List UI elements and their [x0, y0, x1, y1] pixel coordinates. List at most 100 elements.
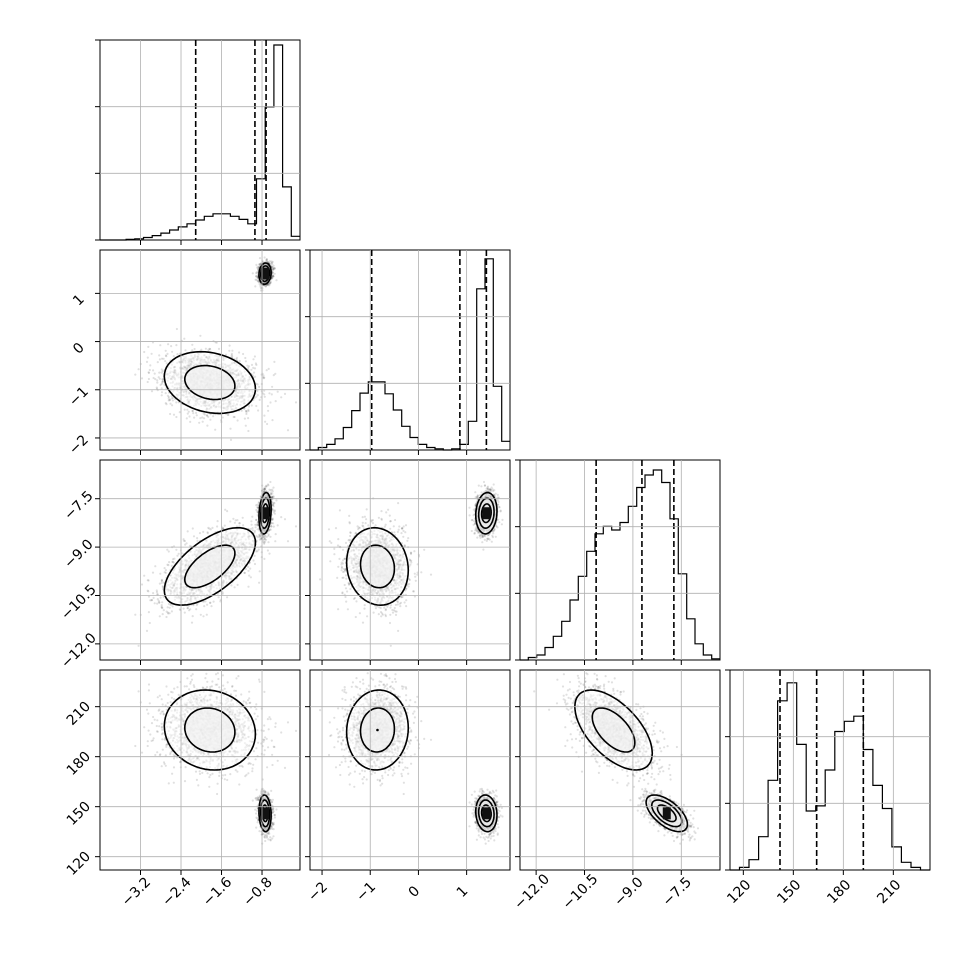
sample-point	[188, 415, 191, 418]
sample-point	[256, 270, 259, 273]
sample-point	[176, 554, 179, 557]
sample-point	[258, 263, 261, 266]
sample-point	[216, 520, 219, 523]
sample-point	[156, 602, 159, 605]
sample-point	[250, 520, 253, 523]
sample-point	[265, 369, 268, 372]
sample-point	[164, 354, 167, 357]
sample-point	[264, 420, 267, 423]
sample-point	[163, 567, 166, 570]
sample-point	[169, 398, 172, 401]
sample-point	[184, 349, 187, 352]
sample-point	[183, 408, 186, 411]
sample-point	[272, 266, 275, 270]
sample-point	[143, 574, 146, 577]
sample-point	[271, 263, 274, 266]
sample-point	[238, 359, 241, 363]
sample-point	[202, 600, 205, 603]
sample-point	[264, 285, 267, 288]
sample-point	[137, 368, 140, 371]
sample-point	[269, 280, 272, 283]
sample-point	[269, 281, 272, 284]
sample-point	[216, 525, 219, 528]
sample-point	[247, 409, 250, 413]
sample-point	[170, 564, 173, 568]
sample-point	[272, 268, 275, 271]
sample-point	[268, 392, 271, 395]
sample-point	[256, 524, 259, 527]
sample-point	[191, 409, 194, 412]
sample-point	[199, 417, 202, 420]
sample-point	[263, 557, 266, 561]
sample-point	[212, 600, 215, 603]
sample-point	[258, 263, 261, 266]
sample-point	[242, 352, 245, 356]
sample-point	[245, 412, 248, 416]
sample-point	[172, 413, 176, 416]
sample-point	[272, 275, 275, 278]
sample-point	[268, 488, 271, 491]
sample-point	[270, 260, 273, 263]
sample-point	[268, 528, 271, 531]
sample-point	[183, 539, 187, 543]
sample-point	[203, 605, 206, 608]
sample-point	[195, 414, 198, 417]
sample-point	[160, 357, 164, 360]
sample-point	[160, 605, 163, 608]
sample-point	[255, 404, 258, 408]
sample-point	[268, 260, 271, 263]
sample-point	[191, 343, 194, 346]
sample-point	[258, 538, 262, 541]
density-peak	[261, 267, 270, 280]
sample-point	[272, 374, 275, 377]
sample-point	[161, 380, 164, 383]
sample-point	[268, 529, 271, 532]
sample-point	[166, 394, 169, 397]
sample-point	[145, 629, 149, 633]
sample-point	[171, 404, 174, 407]
sample-point	[286, 429, 290, 432]
sample-point	[250, 523, 253, 526]
sample-point	[200, 348, 203, 351]
sample-point	[186, 530, 189, 533]
sample-point	[274, 533, 277, 536]
sample-point	[167, 343, 170, 346]
sample-point	[271, 275, 275, 278]
sample-point	[230, 352, 233, 355]
sample-point	[247, 429, 250, 433]
sample-point	[272, 275, 275, 278]
sample-point	[252, 366, 255, 369]
sample-point	[236, 583, 239, 587]
sample-point	[182, 538, 185, 541]
sample-point	[147, 377, 150, 381]
sample-point	[164, 402, 167, 405]
sample-point	[233, 415, 236, 419]
sample-point	[169, 412, 172, 416]
sample-point	[169, 603, 172, 607]
sample-point	[270, 393, 273, 396]
sample-point	[201, 420, 204, 423]
scatter-points	[134, 256, 298, 441]
sample-point	[176, 353, 179, 356]
sample-point	[155, 387, 159, 390]
sample-point	[153, 602, 156, 605]
sample-point	[232, 415, 235, 419]
sample-point	[160, 394, 163, 397]
sample-point	[256, 275, 259, 279]
sample-point	[255, 395, 258, 398]
sample-point	[255, 272, 258, 275]
sample-point	[221, 591, 224, 594]
sample-point	[267, 534, 270, 537]
sample-point	[259, 289, 263, 292]
sample-point	[255, 263, 258, 266]
sample-point	[140, 377, 144, 380]
sample-point	[272, 264, 275, 267]
sample-point	[158, 354, 161, 357]
sample-point	[283, 392, 287, 395]
sample-point	[167, 602, 170, 606]
sample-point	[171, 560, 174, 564]
sample-point	[247, 585, 250, 588]
sample-point	[152, 376, 155, 380]
sample-point	[160, 580, 164, 583]
sample-point	[208, 347, 211, 350]
